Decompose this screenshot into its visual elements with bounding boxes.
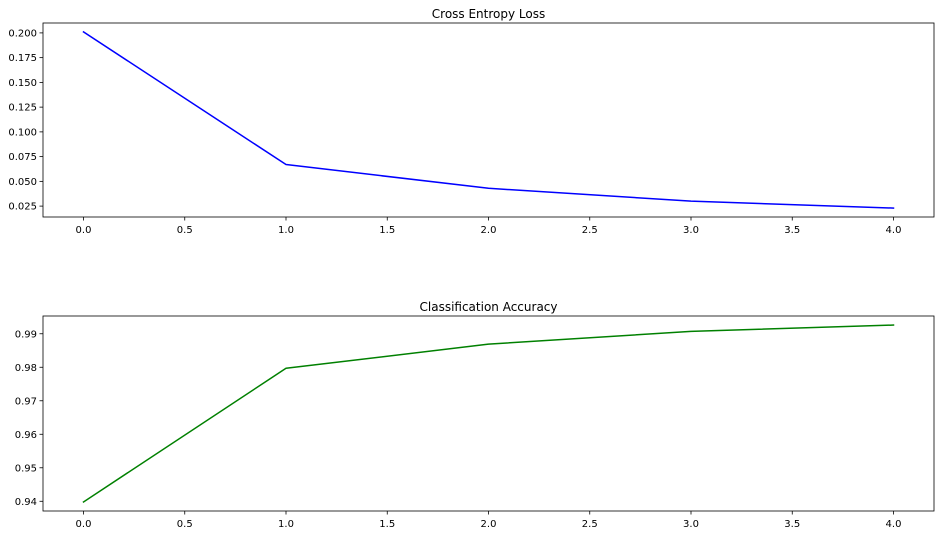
loss-x-tick-label: 3.0 (683, 225, 699, 236)
accuracy-x-tick-label: 0.0 (76, 519, 92, 530)
loss-y-tick-label: 0.100 (8, 127, 37, 138)
accuracy-x-tick-label: 1.5 (379, 519, 395, 530)
accuracy-x-tick-label: 4.0 (886, 519, 902, 530)
loss-x-tick-label: 1.5 (379, 225, 395, 236)
accuracy-y-axis-ticks: 0.94 0.95 0.96 0.97 0.98 0.99 (15, 329, 43, 508)
accuracy-x-tick-label: 0.5 (177, 519, 193, 530)
loss-y-tick-label: 0.150 (8, 78, 37, 89)
loss-x-tick-label: 4.0 (886, 225, 902, 236)
loss-x-tick-label: 0.5 (177, 225, 193, 236)
accuracy-y-tick-label: 0.97 (15, 396, 37, 407)
loss-x-tick-label: 2.5 (582, 225, 598, 236)
loss-plot-frame (42, 22, 935, 218)
accuracy-x-tick-label: 3.0 (683, 519, 699, 530)
loss-y-tick-label: 0.200 (8, 28, 37, 39)
accuracy-x-tick-label: 3.5 (784, 519, 800, 530)
accuracy-y-tick-label: 0.98 (15, 363, 37, 374)
loss-y-axis-ticks: 0.025 0.050 0.075 0.100 0.125 0.150 0.175 0.200 (8, 28, 43, 213)
loss-y-tick-label: 0.075 (8, 152, 37, 163)
loss-series-line (82, 30, 895, 209)
loss-x-tick-label: 2.0 (481, 225, 497, 236)
accuracy-plot-frame (42, 315, 935, 512)
accuracy-x-tick-label: 2.0 (481, 519, 497, 530)
loss-y-tick-label: 0.025 (8, 202, 37, 213)
accuracy-y-tick-label: 0.94 (15, 497, 37, 508)
loss-y-tick-label: 0.125 (8, 103, 37, 114)
loss-chart-title: Cross Entropy Loss (432, 7, 545, 21)
loss-x-tick-label: 1.0 (278, 225, 294, 236)
loss-x-tick-label: 0.0 (76, 225, 92, 236)
accuracy-x-tick-label: 1.0 (278, 519, 294, 530)
accuracy-x-axis-ticks: 0.0 0.5 1.0 1.5 2.0 2.5 3.0 3.5 4.0 (76, 511, 902, 530)
loss-x-axis-ticks: 0.0 0.5 1.0 1.5 2.0 2.5 3.0 3.5 4.0 (76, 217, 902, 236)
accuracy-y-tick-label: 0.96 (15, 430, 37, 441)
accuracy-subplot: Classification Accuracy 0.0 0.5 1.0 1.5 2.0 2… (15, 300, 935, 530)
loss-y-tick-label: 0.175 (8, 53, 37, 64)
loss-y-tick-label: 0.050 (8, 177, 37, 188)
loss-x-tick-label: 3.5 (784, 225, 800, 236)
accuracy-series-line (82, 324, 895, 503)
loss-subplot: Cross Entropy Loss 0.0 0.5 1.0 1.5 2.0 2.5 3.0… (8, 7, 935, 236)
accuracy-x-tick-label: 2.5 (582, 519, 598, 530)
accuracy-chart-title: Classification Accuracy (420, 300, 558, 314)
accuracy-y-tick-label: 0.95 (15, 463, 37, 474)
accuracy-y-tick-label: 0.99 (15, 329, 37, 340)
